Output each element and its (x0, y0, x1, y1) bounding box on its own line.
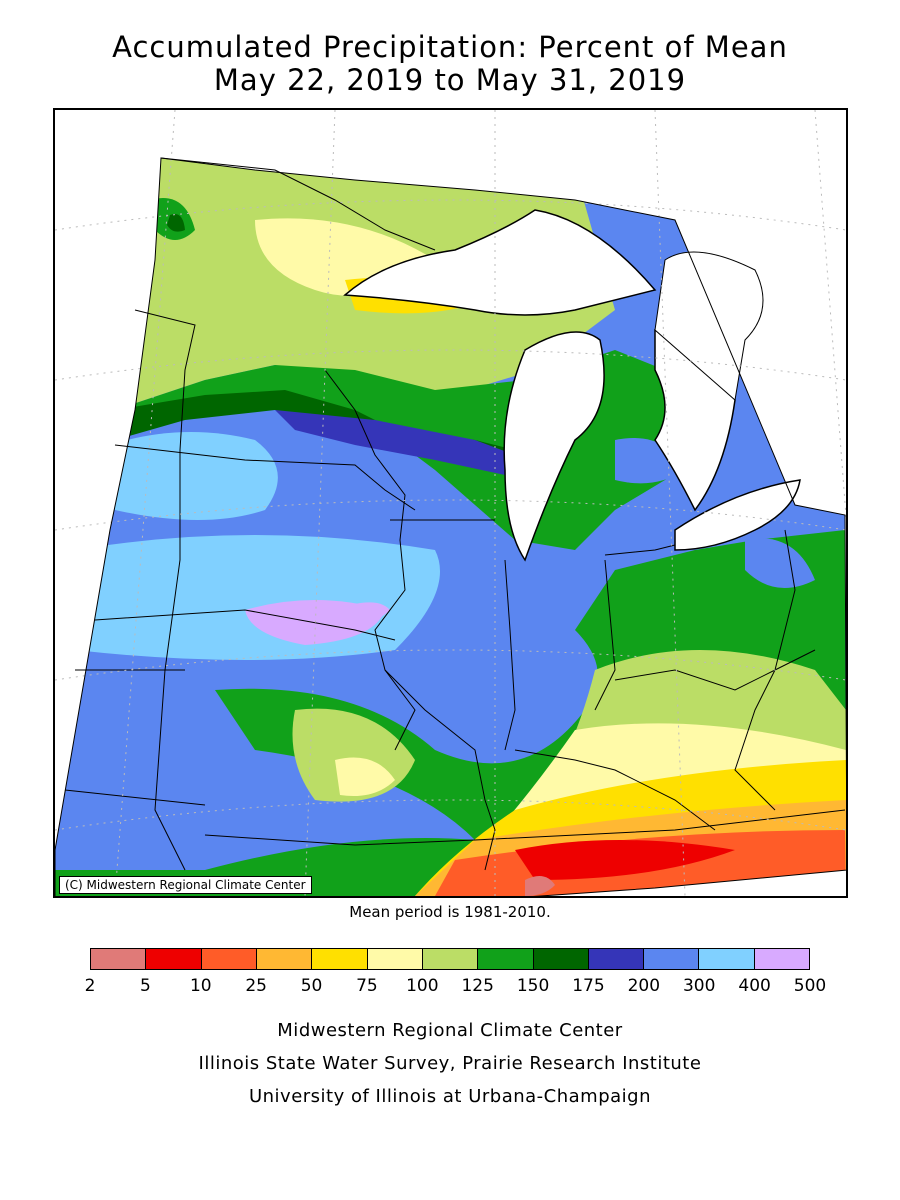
lake-michigan (503, 331, 605, 562)
legend-tick-label: 125 (461, 976, 494, 996)
legend-swatch-3 (256, 949, 313, 969)
region-300-400-mn (95, 432, 278, 520)
credit-line-3: University of Illinois at Urbana-Champai… (248, 1086, 652, 1107)
region-5-10-tn (515, 840, 735, 880)
copyright-label: (C) Midwestern Regional Climate Center (59, 876, 312, 894)
lake-erie (674, 479, 801, 551)
credit-line-1: Midwestern Regional Climate Center (277, 1020, 623, 1041)
precipitation-map[interactable]: (C) Midwestern Regional Climate Center (53, 108, 848, 898)
legend-swatch-7 (478, 949, 534, 969)
legend-swatch-12 (754, 949, 810, 969)
region-2-5-tn (525, 876, 555, 896)
state-boundaries (64, 157, 846, 871)
legend-tick-label: 200 (627, 976, 661, 996)
legend-tick-label: 300 (682, 976, 716, 996)
legend-tick-label: 400 (738, 976, 771, 996)
legend-swatch-4 (312, 949, 368, 969)
color-legend (90, 948, 810, 970)
region-200-300-oh (745, 538, 815, 588)
region-150-175-band (115, 390, 525, 470)
region-75-100-mo (335, 757, 395, 796)
legend-tick-label: 75 (356, 976, 378, 996)
region-150-175-nw (167, 214, 185, 232)
region-300-400-ia (75, 535, 440, 660)
lake-superior (343, 209, 657, 316)
lat-lon-grid (55, 110, 846, 896)
legend-swatch-6 (422, 949, 479, 969)
legend-tick-label: 25 (245, 976, 267, 996)
legend-swatch-8 (533, 949, 589, 969)
region-400-500-il (350, 602, 390, 623)
region-175-200-wi (275, 410, 515, 475)
region-outline (55, 157, 846, 896)
canada-region (654, 251, 764, 401)
legend-ticks: 2 5 10 25 50 75 100 125 150 175 200 300 400 500 (0, 976, 900, 1000)
legend-tick-label: 10 (189, 976, 212, 996)
legend-swatch-1 (146, 949, 202, 969)
legend-tick-label: 2 (84, 976, 96, 996)
legend-tick-label: 100 (406, 976, 439, 996)
legend-swatch-10 (644, 949, 700, 969)
legend-swatch-9 (588, 949, 645, 969)
legend-swatch-2 (201, 949, 257, 969)
legend-tick-label: 175 (572, 976, 605, 996)
legend-swatch-0 (91, 949, 147, 969)
legend-tick-label: 150 (516, 976, 550, 996)
legend-swatch-5 (367, 949, 423, 969)
legend-tick-label: 5 (139, 976, 151, 996)
map-title: Accumulated Precipitation: Percent of Me… (112, 30, 788, 64)
legend-tick-label: 500 (793, 976, 827, 996)
legend-tick-label: 50 (300, 976, 323, 996)
legend-swatch-11 (699, 949, 755, 969)
mean-period-note: Mean period is 1981-2010. (349, 903, 551, 921)
credit-line-2: Illinois State Water Survey, Prairie Res… (198, 1053, 702, 1074)
date-range-subtitle: May 22, 2019 to May 31, 2019 (213, 63, 687, 97)
